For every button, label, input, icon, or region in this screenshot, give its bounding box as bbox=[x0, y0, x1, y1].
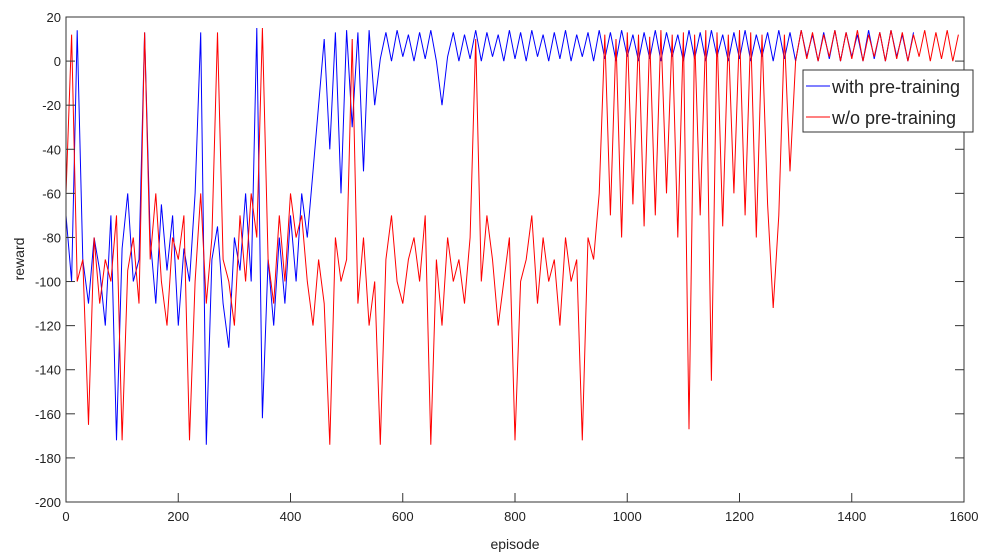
y-tick-label: -180 bbox=[35, 451, 61, 466]
x-axis-label: episode bbox=[490, 536, 539, 552]
x-tick-label: 1200 bbox=[725, 509, 754, 524]
series-line-without-pretraining bbox=[65, 27, 959, 445]
x-tick-label: 1000 bbox=[613, 509, 642, 524]
axes: 0 200 400 600 800 1000 1200 1400 1600200-20-40-6… bbox=[35, 10, 978, 524]
y-tick-label: -140 bbox=[35, 363, 61, 378]
x-tick-label: 0 bbox=[62, 509, 69, 524]
y-tick-label: 20 bbox=[47, 10, 61, 25]
plot-area bbox=[65, 27, 959, 445]
y-tick-label: -20 bbox=[42, 98, 61, 113]
x-tick-label: 400 bbox=[280, 509, 302, 524]
x-tick-label: 1600 bbox=[950, 509, 979, 524]
legend-label-with-pretraining: with pre-training bbox=[831, 77, 960, 97]
x-tick-label: 1400 bbox=[837, 509, 866, 524]
series-line-with-pretraining bbox=[65, 27, 914, 445]
y-tick-label: 0 bbox=[54, 54, 61, 69]
y-tick-label: -160 bbox=[35, 407, 61, 422]
y-axis-label: reward bbox=[11, 238, 27, 281]
x-tick-label: 800 bbox=[504, 509, 526, 524]
x-tick-label: 600 bbox=[392, 509, 414, 524]
legend: with pre-training w/o pre-training bbox=[802, 69, 974, 133]
legend-label-without-pretraining: w/o pre-training bbox=[831, 108, 956, 128]
y-tick-label: -120 bbox=[35, 319, 61, 334]
x-tick-label: 200 bbox=[167, 509, 189, 524]
y-tick-label: -200 bbox=[35, 495, 61, 510]
y-tick-label: -100 bbox=[35, 275, 61, 290]
y-tick-label: -80 bbox=[42, 230, 61, 245]
y-tick-label: -60 bbox=[42, 186, 61, 201]
y-tick-label: -40 bbox=[42, 142, 61, 157]
